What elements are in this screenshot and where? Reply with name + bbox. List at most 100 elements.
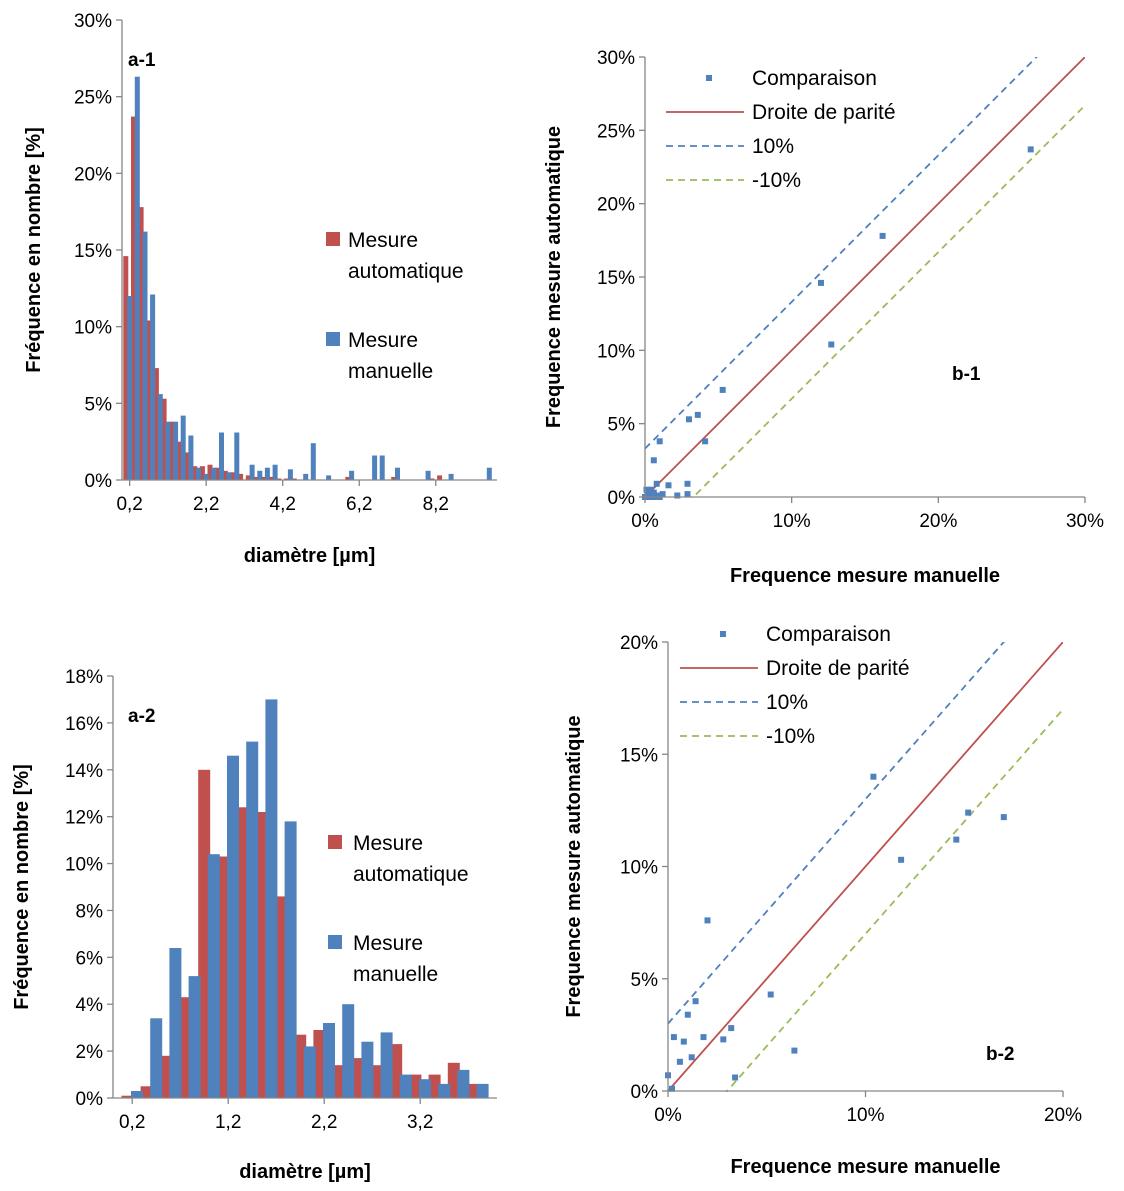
bar-auto bbox=[153, 368, 159, 480]
y-tick-label: 10% bbox=[74, 318, 112, 339]
scatter-point bbox=[653, 480, 660, 487]
scatter-point bbox=[684, 491, 691, 498]
y-tick-label: 20% bbox=[597, 195, 635, 216]
bar-manual bbox=[265, 699, 278, 1098]
y-tick-label: 0% bbox=[85, 471, 113, 492]
scatter-point bbox=[728, 1025, 735, 1032]
bar-manual bbox=[419, 1079, 431, 1098]
scatter-point bbox=[688, 1054, 695, 1061]
y-tick-label: 16% bbox=[65, 714, 103, 735]
scatter-point bbox=[732, 1074, 739, 1081]
reference-lines bbox=[668, 642, 1063, 1092]
y-tick-label: 20% bbox=[620, 633, 658, 654]
scatter-point bbox=[720, 1036, 727, 1043]
y-tick-label: 10% bbox=[620, 858, 658, 879]
bar-manual bbox=[226, 472, 232, 480]
bar-manual bbox=[219, 432, 224, 480]
plus10-line bbox=[668, 642, 1005, 1025]
scatter-point bbox=[650, 457, 657, 464]
legend-entry: 10% bbox=[752, 135, 794, 158]
x-tick-label: 20% bbox=[1044, 1105, 1082, 1126]
bar-manual bbox=[349, 470, 355, 480]
bar-manual bbox=[486, 467, 492, 480]
panel-label: b-2 bbox=[986, 1044, 1015, 1065]
bar-manual bbox=[448, 473, 454, 480]
bar-auto bbox=[146, 320, 152, 480]
bar-manual bbox=[303, 473, 309, 480]
bar-manual bbox=[196, 467, 201, 480]
bar-auto bbox=[332, 1065, 345, 1098]
bar-auto bbox=[390, 1044, 403, 1098]
bar-manual bbox=[150, 1018, 163, 1098]
x-tick-label: 10% bbox=[773, 511, 811, 532]
y-tick-label: 8% bbox=[76, 901, 104, 922]
bar-manual bbox=[425, 470, 431, 480]
parity-line bbox=[645, 57, 1085, 498]
scatter-point bbox=[692, 998, 699, 1005]
scatter-point bbox=[674, 492, 681, 499]
bar-auto bbox=[207, 464, 213, 480]
scatter-point bbox=[694, 411, 701, 418]
y-tick-label: 5% bbox=[608, 415, 636, 436]
y-tick-label: 10% bbox=[597, 341, 635, 362]
legend-swatch bbox=[326, 332, 340, 346]
bar-manual bbox=[188, 976, 201, 1098]
bar-auto bbox=[121, 1095, 134, 1098]
chart-b-1: 0% 5% 10% 15% 20% 25% 30% 0% 10% 20% 30% Frequence … bbox=[543, 48, 1104, 587]
minus10-line bbox=[725, 708, 1063, 1092]
x-axis-label: Frequence mesure manuelle bbox=[730, 565, 1000, 587]
scatter-point bbox=[680, 1038, 687, 1045]
x-axis-label: diamètre [µm] bbox=[244, 545, 376, 567]
bar-auto bbox=[140, 1086, 153, 1098]
scatter-point bbox=[828, 341, 835, 348]
scatter-point bbox=[644, 488, 651, 495]
bar-auto bbox=[313, 1030, 326, 1098]
bar-auto bbox=[123, 256, 129, 480]
y-tick-label: 12% bbox=[65, 808, 103, 829]
y-tick-label: 20% bbox=[74, 164, 112, 185]
bar-manual bbox=[395, 467, 400, 480]
legend-swatch bbox=[328, 935, 342, 949]
y-tick-label: 4% bbox=[76, 995, 104, 1016]
bar-auto bbox=[437, 475, 443, 480]
bar-manual bbox=[361, 1041, 374, 1098]
plus10-line bbox=[645, 57, 1038, 450]
legend-entry: Comparaison bbox=[766, 623, 891, 646]
x-tick-label: 20% bbox=[919, 511, 957, 532]
bar-auto bbox=[192, 466, 198, 480]
bar-auto bbox=[161, 398, 167, 480]
bar-manual bbox=[127, 296, 133, 480]
bar-manual bbox=[380, 1032, 393, 1098]
legend-entry: Mesure manuelle bbox=[353, 932, 438, 986]
x-tick-label: 0,2 bbox=[119, 1112, 145, 1133]
x-tick-label: 1,2 bbox=[215, 1112, 241, 1133]
legend-entry: Droite de parité bbox=[766, 657, 910, 680]
bar-auto bbox=[447, 1062, 460, 1098]
y-axis-label: Fréquence en nombre [%] bbox=[23, 127, 45, 373]
y-tick-label: 6% bbox=[76, 948, 104, 969]
y-tick-label: 30% bbox=[597, 48, 635, 69]
legend-entry: Droite de parité bbox=[752, 101, 896, 124]
scatter-point bbox=[702, 438, 709, 445]
bar-auto bbox=[291, 478, 297, 480]
bar-manual bbox=[342, 1004, 355, 1098]
legend: Comparaison Droite de parité 10% -10% bbox=[680, 623, 910, 748]
legend-point-marker bbox=[720, 631, 726, 637]
bar-auto bbox=[294, 1034, 307, 1098]
legend-swatch bbox=[328, 835, 342, 849]
bar-manual bbox=[476, 1083, 489, 1098]
bar-auto bbox=[371, 1065, 383, 1098]
bar-auto bbox=[199, 466, 205, 480]
y-tick-label: 0% bbox=[76, 1089, 104, 1110]
legend-point-marker bbox=[706, 75, 712, 81]
y-tick-label: 10% bbox=[65, 855, 103, 876]
bar-auto bbox=[138, 207, 144, 480]
bar-auto bbox=[215, 467, 221, 480]
x-tick-label: 4,2 bbox=[270, 494, 296, 515]
bar-manual bbox=[310, 443, 316, 480]
y-axis-label: Fréquence en nombre [%] bbox=[11, 764, 33, 1010]
y-tick-label: 14% bbox=[65, 761, 103, 782]
bar-auto bbox=[222, 470, 228, 480]
bar-manual bbox=[150, 294, 156, 480]
